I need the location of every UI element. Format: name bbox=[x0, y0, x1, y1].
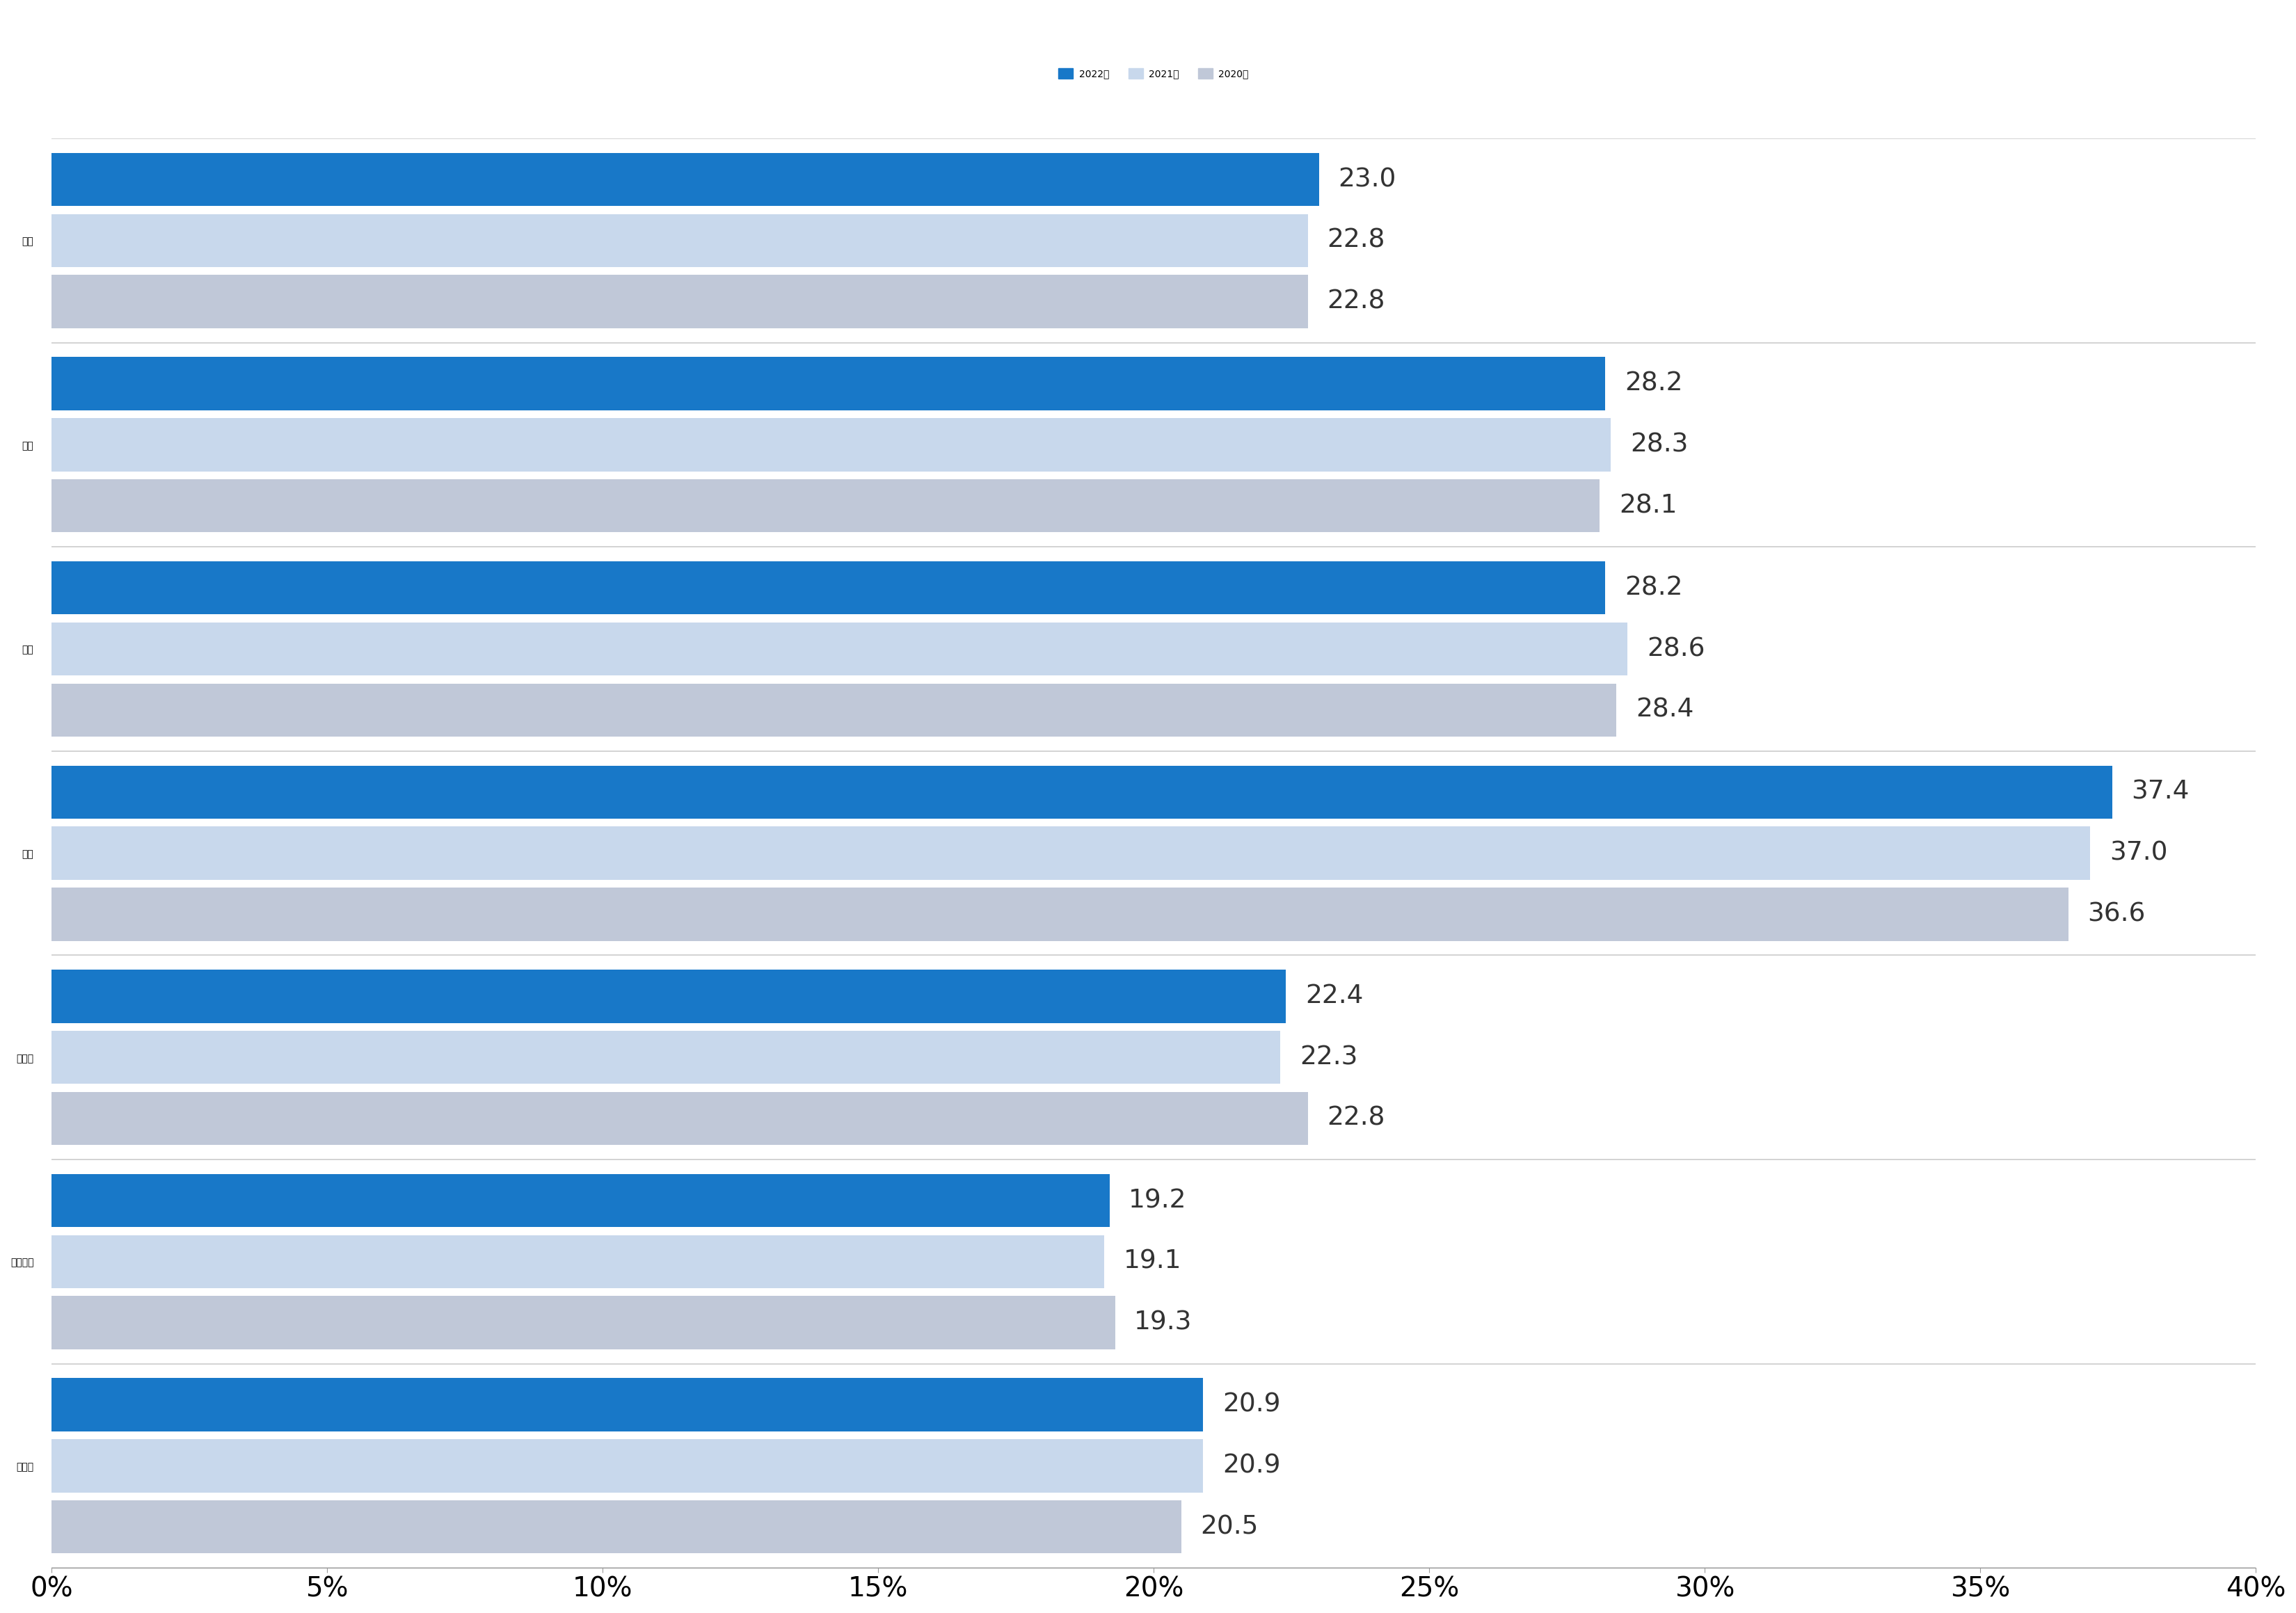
Text: 22.3: 22.3 bbox=[1300, 1045, 1357, 1069]
Text: 28.4: 28.4 bbox=[1635, 697, 1694, 723]
Bar bbox=[51, 1378, 1203, 1431]
Bar bbox=[51, 1031, 1281, 1084]
Text: 23.0: 23.0 bbox=[1339, 168, 1396, 192]
Bar bbox=[51, 969, 1286, 1023]
Bar bbox=[51, 418, 1612, 471]
Bar bbox=[51, 561, 1605, 615]
Text: 28.3: 28.3 bbox=[1630, 432, 1688, 456]
Text: 20.9: 20.9 bbox=[1221, 1453, 1281, 1479]
Bar bbox=[51, 1236, 1104, 1289]
Bar bbox=[51, 479, 1600, 532]
Bar bbox=[51, 684, 1616, 737]
Text: 20.5: 20.5 bbox=[1201, 1515, 1258, 1539]
Text: 22.8: 22.8 bbox=[1327, 289, 1384, 315]
Bar bbox=[51, 153, 1318, 206]
Text: 22.4: 22.4 bbox=[1304, 984, 1364, 1008]
Text: 28.6: 28.6 bbox=[1646, 637, 1706, 661]
Text: 19.3: 19.3 bbox=[1134, 1310, 1192, 1336]
Bar bbox=[51, 623, 1628, 676]
Bar bbox=[51, 215, 1309, 268]
Legend: 2022年, 2021年, 2020年: 2022年, 2021年, 2020年 bbox=[1054, 65, 1254, 82]
Text: 28.2: 28.2 bbox=[1626, 576, 1683, 600]
Bar bbox=[51, 1092, 1309, 1145]
Bar bbox=[51, 276, 1309, 327]
Bar bbox=[51, 826, 2089, 879]
Text: 28.2: 28.2 bbox=[1626, 371, 1683, 397]
Bar bbox=[51, 1500, 1180, 1553]
Bar bbox=[51, 1439, 1203, 1492]
Text: 19.1: 19.1 bbox=[1123, 1248, 1182, 1274]
Text: 20.9: 20.9 bbox=[1221, 1392, 1281, 1418]
Bar bbox=[51, 1297, 1116, 1348]
Bar bbox=[51, 1174, 1109, 1227]
Bar bbox=[51, 356, 1605, 410]
Text: 19.2: 19.2 bbox=[1130, 1189, 1187, 1213]
Bar bbox=[51, 887, 2069, 940]
Text: 37.4: 37.4 bbox=[2131, 779, 2190, 805]
Text: 22.8: 22.8 bbox=[1327, 1107, 1384, 1131]
Text: 37.0: 37.0 bbox=[2110, 840, 2167, 866]
Text: 28.1: 28.1 bbox=[1619, 494, 1678, 518]
Bar bbox=[51, 766, 2112, 819]
Text: 36.6: 36.6 bbox=[2087, 902, 2144, 927]
Text: 22.8: 22.8 bbox=[1327, 227, 1384, 253]
